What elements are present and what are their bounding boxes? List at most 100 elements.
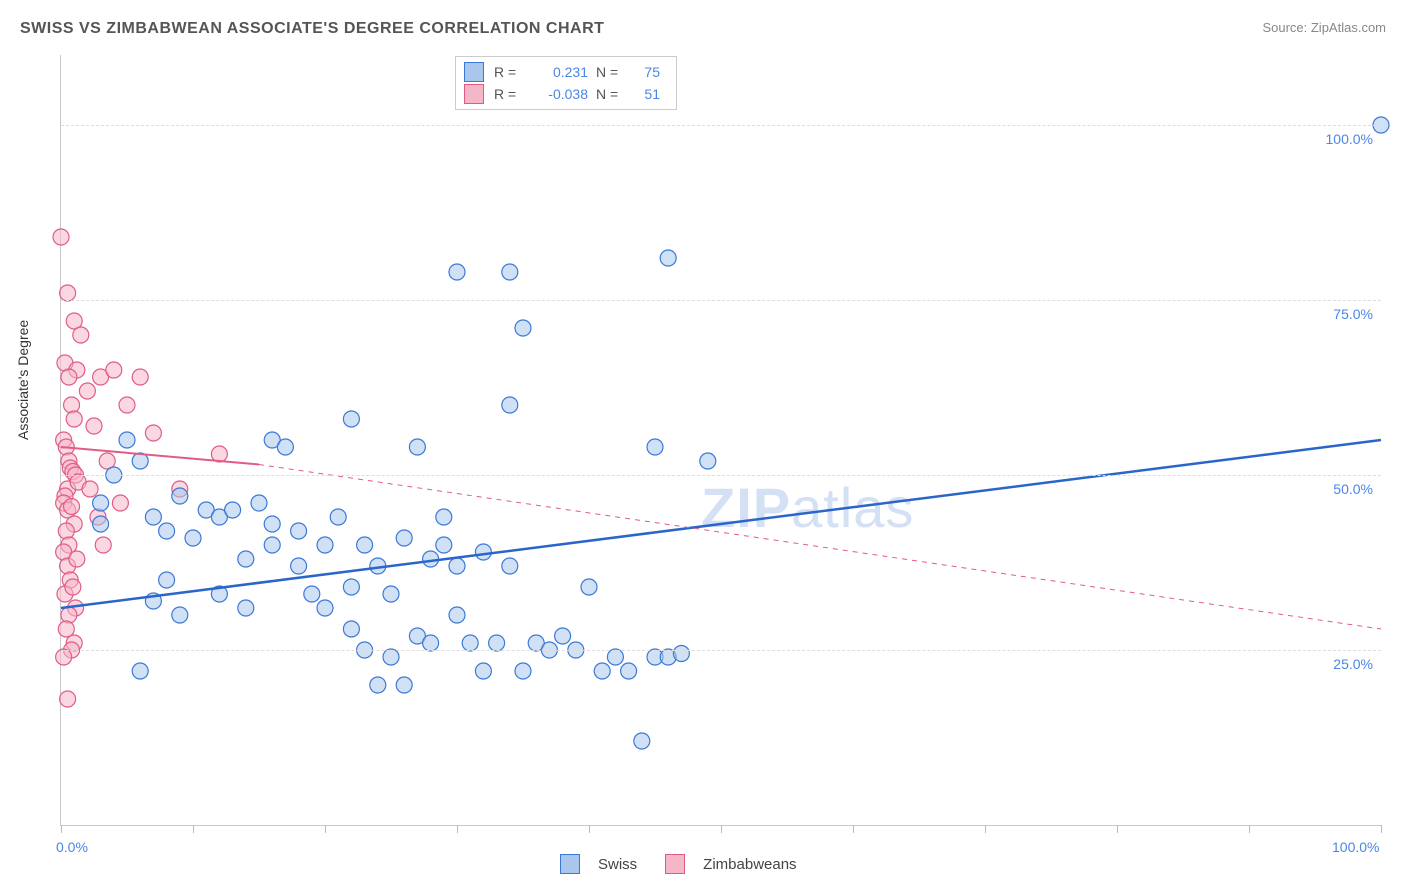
data-point: [132, 369, 148, 385]
data-point: [357, 537, 373, 553]
legend-row: R =-0.038N =51: [464, 83, 668, 105]
data-point: [449, 264, 465, 280]
data-point: [112, 495, 128, 511]
data-point: [436, 509, 452, 525]
data-point: [56, 649, 72, 665]
data-point: [65, 579, 81, 595]
data-point: [660, 250, 676, 266]
data-point: [58, 523, 74, 539]
data-point: [145, 509, 161, 525]
x-tick-label: 100.0%: [1332, 839, 1379, 855]
data-point: [238, 551, 254, 567]
data-point: [330, 509, 346, 525]
data-point: [489, 635, 505, 651]
y-tick-label: 25.0%: [1333, 656, 1373, 672]
data-point: [700, 453, 716, 469]
data-point: [264, 516, 280, 532]
data-point: [475, 663, 491, 679]
data-point: [79, 383, 95, 399]
legend-row: R =0.231N =75: [464, 61, 668, 83]
data-point: [93, 516, 109, 532]
data-point: [449, 558, 465, 574]
data-point: [225, 502, 241, 518]
x-tick: [1117, 825, 1118, 833]
x-tick-label: 0.0%: [56, 839, 88, 855]
legend-swatch: [464, 62, 484, 82]
x-tick: [457, 825, 458, 833]
legend-label: Swiss: [598, 856, 637, 873]
x-tick: [721, 825, 722, 833]
gridline: [61, 475, 1381, 476]
y-tick-label: 50.0%: [1333, 481, 1373, 497]
legend-swatch: [665, 854, 685, 874]
data-point: [93, 495, 109, 511]
data-point: [291, 523, 307, 539]
data-point: [502, 397, 518, 413]
data-point: [607, 649, 623, 665]
legend-swatch: [560, 854, 580, 874]
data-point: [61, 607, 77, 623]
data-point: [185, 530, 201, 546]
data-point: [60, 691, 76, 707]
legend-series: Swiss Zimbabweans: [560, 854, 797, 874]
legend-n-label: N =: [596, 64, 630, 80]
x-tick: [1381, 825, 1382, 833]
data-point: [594, 663, 610, 679]
data-point: [317, 537, 333, 553]
y-tick-label: 75.0%: [1333, 306, 1373, 322]
legend-n-value: 75: [630, 64, 660, 80]
legend-n-label: N =: [596, 86, 630, 102]
trend-line-zimb-solid: [61, 447, 259, 465]
data-point: [555, 628, 571, 644]
data-point: [145, 425, 161, 441]
chart-container: SWISS VS ZIMBABWEAN ASSOCIATE'S DEGREE C…: [0, 0, 1406, 892]
plot-svg: [61, 55, 1381, 825]
data-point: [423, 635, 439, 651]
data-point: [436, 537, 452, 553]
trend-line-swiss: [61, 440, 1381, 608]
data-point: [172, 607, 188, 623]
y-axis-label: Associate's Degree: [15, 320, 31, 440]
data-point: [159, 523, 175, 539]
x-tick: [589, 825, 590, 833]
legend-item: Zimbabweans: [665, 854, 796, 874]
plot-area: ZIPatlas 25.0%50.0%75.0%100.0%: [60, 55, 1381, 826]
data-point: [673, 646, 689, 662]
x-tick: [325, 825, 326, 833]
legend-r-value: -0.038: [528, 86, 588, 102]
gridline: [61, 125, 1381, 126]
data-point: [86, 418, 102, 434]
data-point: [58, 621, 74, 637]
data-point: [581, 579, 597, 595]
data-point: [396, 530, 412, 546]
data-point: [132, 663, 148, 679]
data-point: [60, 285, 76, 301]
data-point: [291, 558, 307, 574]
data-point: [409, 439, 425, 455]
legend-item: Swiss: [560, 854, 637, 874]
data-point: [502, 558, 518, 574]
trend-line-zimb-dash: [259, 465, 1381, 630]
data-point: [119, 432, 135, 448]
data-point: [61, 369, 77, 385]
legend-r-label: R =: [494, 64, 528, 80]
gridline: [61, 300, 1381, 301]
data-point: [396, 677, 412, 693]
legend-correlation: R =0.231N =75R =-0.038 N =51: [455, 56, 677, 110]
legend-label: Zimbabweans: [703, 856, 796, 873]
data-point: [251, 495, 267, 511]
data-point: [64, 499, 80, 515]
x-tick: [193, 825, 194, 833]
x-tick: [1249, 825, 1250, 833]
data-point: [515, 663, 531, 679]
gridline: [61, 650, 1381, 651]
legend-n-value: 51: [630, 86, 660, 102]
data-point: [449, 607, 465, 623]
data-point: [69, 551, 85, 567]
data-point: [264, 537, 280, 553]
data-point: [343, 411, 359, 427]
x-tick: [61, 825, 62, 833]
data-point: [647, 439, 663, 455]
data-point: [634, 733, 650, 749]
data-point: [317, 600, 333, 616]
